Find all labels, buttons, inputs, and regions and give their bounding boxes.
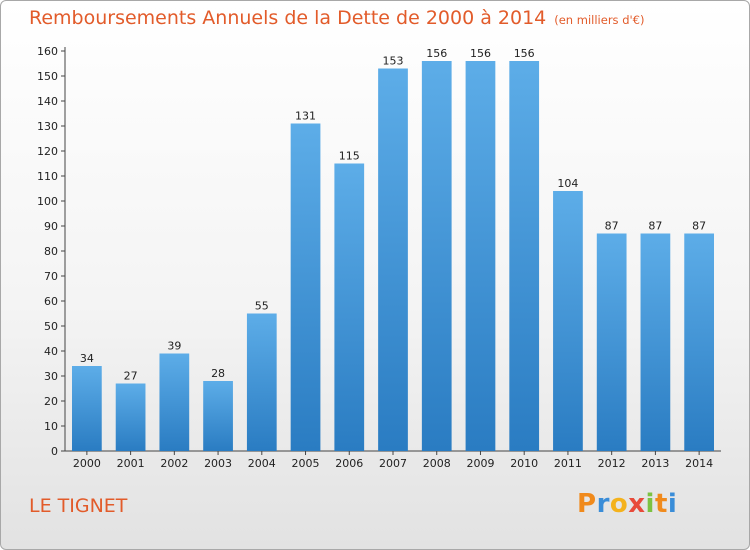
- x-tick-label-2008: 2008: [423, 457, 451, 470]
- value-label-2010: 156: [514, 47, 535, 60]
- x-tick-label-2010: 2010: [510, 457, 538, 470]
- bar-2003: [203, 381, 233, 451]
- chart-title: Remboursements Annuels de la Dette de 20…: [29, 7, 547, 29]
- value-label-2004: 55: [255, 300, 269, 313]
- logo-letter: t: [654, 489, 668, 519]
- bar-2002: [159, 353, 190, 451]
- bar-2013: [640, 233, 671, 451]
- x-tick-label-2007: 2007: [379, 457, 407, 470]
- value-label-2011: 104: [557, 177, 578, 190]
- logo-letter: i: [667, 489, 678, 519]
- place-name: LE TIGNET: [29, 495, 128, 517]
- y-tick-label: 20: [44, 395, 58, 408]
- value-label-2003: 28: [211, 367, 225, 380]
- y-tick-label: 130: [37, 120, 58, 133]
- bar-2000: [71, 366, 102, 451]
- bar-2006: [334, 163, 365, 451]
- bar-2001: [115, 383, 146, 451]
- logo-letter: i: [645, 489, 655, 519]
- logo-letter: x: [628, 489, 646, 519]
- logo-letter: r: [596, 489, 610, 519]
- y-tick-label: 10: [44, 420, 58, 433]
- y-tick-label: 90: [44, 220, 58, 233]
- logo-letter: o: [609, 489, 629, 519]
- x-tick-label-2006: 2006: [335, 457, 363, 470]
- value-label-2000: 34: [80, 352, 94, 365]
- bar-2011: [553, 191, 583, 451]
- value-label-2002: 39: [167, 340, 181, 353]
- bar-2012: [596, 233, 627, 451]
- y-tick-label: 50: [44, 320, 58, 333]
- proxiti-logo: Proxiti: [577, 489, 677, 519]
- x-tick-label-2004: 2004: [248, 457, 276, 470]
- value-label-2014: 87: [692, 220, 706, 233]
- y-tick-label: 140: [37, 95, 58, 108]
- x-tick-label-2009: 2009: [466, 457, 494, 470]
- value-label-2007: 153: [383, 55, 404, 68]
- value-label-2008: 156: [426, 47, 447, 60]
- value-label-2005: 131: [295, 110, 316, 123]
- y-tick-label: 60: [44, 295, 58, 308]
- y-tick-label: 0: [51, 445, 58, 458]
- bar-2004: [246, 313, 277, 451]
- chart-title-block: Remboursements Annuels de la Dette de 20…: [29, 7, 644, 29]
- value-label-2006: 115: [339, 150, 360, 163]
- y-tick-label: 110: [37, 170, 58, 183]
- x-tick-label-2005: 2005: [292, 457, 320, 470]
- value-label-2001: 27: [124, 370, 138, 383]
- value-label-2013: 87: [648, 220, 662, 233]
- logo-letter: P: [577, 489, 597, 519]
- x-tick-label-2012: 2012: [598, 457, 626, 470]
- bar-2008: [421, 61, 452, 451]
- y-tick-label: 70: [44, 270, 58, 283]
- bar-2010: [509, 61, 540, 451]
- value-label-2012: 87: [605, 220, 619, 233]
- x-tick-label-2000: 2000: [73, 457, 101, 470]
- value-label-2009: 156: [470, 47, 491, 60]
- x-tick-label-2013: 2013: [641, 457, 669, 470]
- y-tick-label: 30: [44, 370, 58, 383]
- x-tick-label-2001: 2001: [117, 457, 145, 470]
- x-tick-label-2003: 2003: [204, 457, 232, 470]
- y-tick-label: 40: [44, 345, 58, 358]
- y-tick-label: 150: [37, 70, 58, 83]
- bar-2007: [378, 68, 408, 451]
- bar-2005: [290, 123, 321, 451]
- bar-2009: [465, 61, 496, 451]
- x-tick-label-2014: 2014: [685, 457, 713, 470]
- bar-2014: [684, 233, 715, 451]
- y-tick-label: 120: [37, 145, 58, 158]
- x-tick-label-2011: 2011: [554, 457, 582, 470]
- y-tick-label: 80: [44, 245, 58, 258]
- y-tick-label: 100: [37, 195, 58, 208]
- chart-unit: (en milliers d'€): [554, 13, 645, 27]
- x-tick-label-2002: 2002: [160, 457, 188, 470]
- y-tick-label: 160: [37, 45, 58, 58]
